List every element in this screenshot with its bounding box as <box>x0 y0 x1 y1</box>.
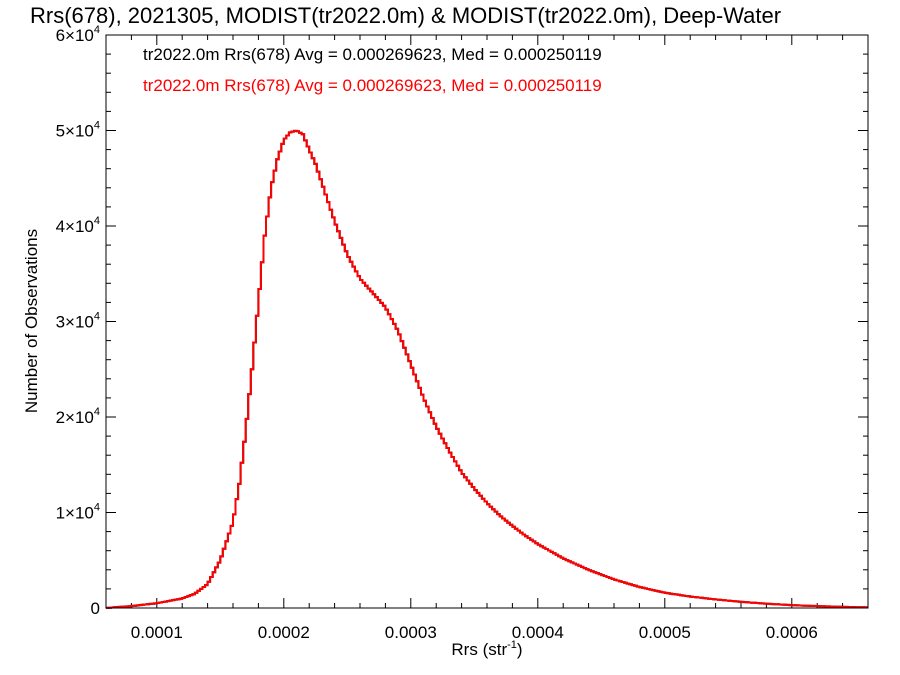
chart-title: Rrs(678), 2021305, MODIST(tr2022.0m) & M… <box>30 3 781 28</box>
y-tick-exponent: 4 <box>94 406 100 418</box>
x-tick-label: 0.0005 <box>639 623 691 642</box>
x-axis-label-superscript: -1 <box>507 639 517 651</box>
y-tick-mantissa: 2×10 <box>56 408 94 427</box>
y-tick-label: 2×104 <box>56 406 100 427</box>
y-tick-mantissa: 3×10 <box>56 313 94 332</box>
y-tick-exponent: 4 <box>94 502 100 514</box>
y-tick-exponent: 4 <box>94 120 100 132</box>
y-tick-exponent: 4 <box>94 24 100 36</box>
y-tick-label: 5×104 <box>56 120 100 141</box>
x-tick-label: 0.0003 <box>385 623 437 642</box>
x-tick-label: 0.0006 <box>766 623 818 642</box>
x-tick-label: 0.0001 <box>131 623 183 642</box>
series-layer <box>106 129 868 609</box>
y-tick-mantissa: 1×10 <box>56 504 94 523</box>
y-tick-label: 4×104 <box>56 215 100 236</box>
x-tick-label: 0.0002 <box>258 623 310 642</box>
y-tick-mantissa: 0 <box>91 599 100 618</box>
legend: tr2022.0m Rrs(678) Avg = 0.000269623, Me… <box>143 45 602 95</box>
series-line-black <box>106 129 868 609</box>
plot-frame <box>105 34 869 609</box>
series-line-red <box>106 129 868 609</box>
y-axis-label: Number of Observations <box>22 229 41 413</box>
y-tick-label: 6×104 <box>56 24 100 45</box>
legend-entry-red: tr2022.0m Rrs(678) Avg = 0.000269623, Me… <box>143 76 602 95</box>
y-tick-mantissa: 4×10 <box>56 217 94 236</box>
x-tick-label: 0.0004 <box>512 623 564 642</box>
legend-entry-black: tr2022.0m Rrs(678) Avg = 0.000269623, Me… <box>143 45 602 64</box>
x-axis-ticks: 0.0001 0.0002 0.0003 0.0004 0.0005 0.0006 <box>105 35 869 642</box>
y-tick-exponent: 4 <box>94 215 100 227</box>
y-tick-label: 1×104 <box>56 502 100 523</box>
y-tick-exponent: 4 <box>94 311 100 323</box>
x-axis-label-main: Rrs (str <box>451 640 507 659</box>
y-tick-mantissa: 6×10 <box>56 26 94 45</box>
x-axis-label: Rrs (str-1) <box>451 639 522 659</box>
y-tick-mantissa: 5×10 <box>56 122 94 141</box>
x-axis-label-close: ) <box>517 640 523 659</box>
y-tick-label: 0 <box>91 599 100 618</box>
y-tick-label: 3×104 <box>56 311 100 332</box>
